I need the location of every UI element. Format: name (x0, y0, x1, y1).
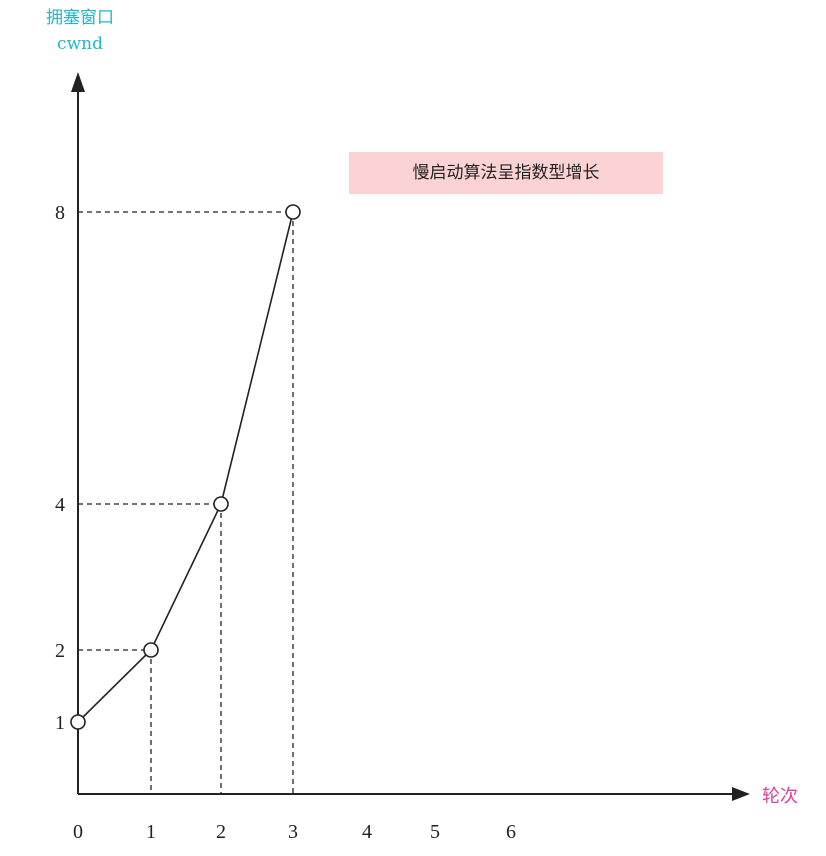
data-point-3 (285, 204, 301, 220)
y-axis-arrow (71, 72, 85, 92)
data-point-0 (70, 714, 86, 730)
x-axis-arrow (732, 787, 750, 801)
y-tick-label-1: 1 (55, 712, 65, 734)
y-axis-label-en: cwnd (57, 34, 103, 54)
x-tick-label-2: 2 (216, 821, 226, 843)
data-point-1 (143, 642, 159, 658)
y-tick-label-2: 2 (55, 640, 65, 662)
x-tick-label-5: 5 (430, 821, 440, 843)
x-tick-label-4: 4 (362, 821, 372, 843)
series-line (77, 211, 294, 723)
y-tick-label-8: 8 (55, 202, 65, 224)
y-tick-label-4: 4 (55, 494, 65, 516)
x-tick-label-3: 3 (288, 821, 298, 843)
y-axis-label-cn: 拥塞窗口 (46, 8, 114, 28)
data-point-2 (213, 496, 229, 512)
x-tick-label-1: 1 (146, 821, 156, 843)
x-tick-label-6: 6 (506, 821, 516, 843)
x-tick-label-0: 0 (73, 821, 83, 843)
x-axis-label: 轮次 (762, 786, 798, 807)
annotation-box: 慢启动算法呈指数型增长 (349, 152, 663, 194)
